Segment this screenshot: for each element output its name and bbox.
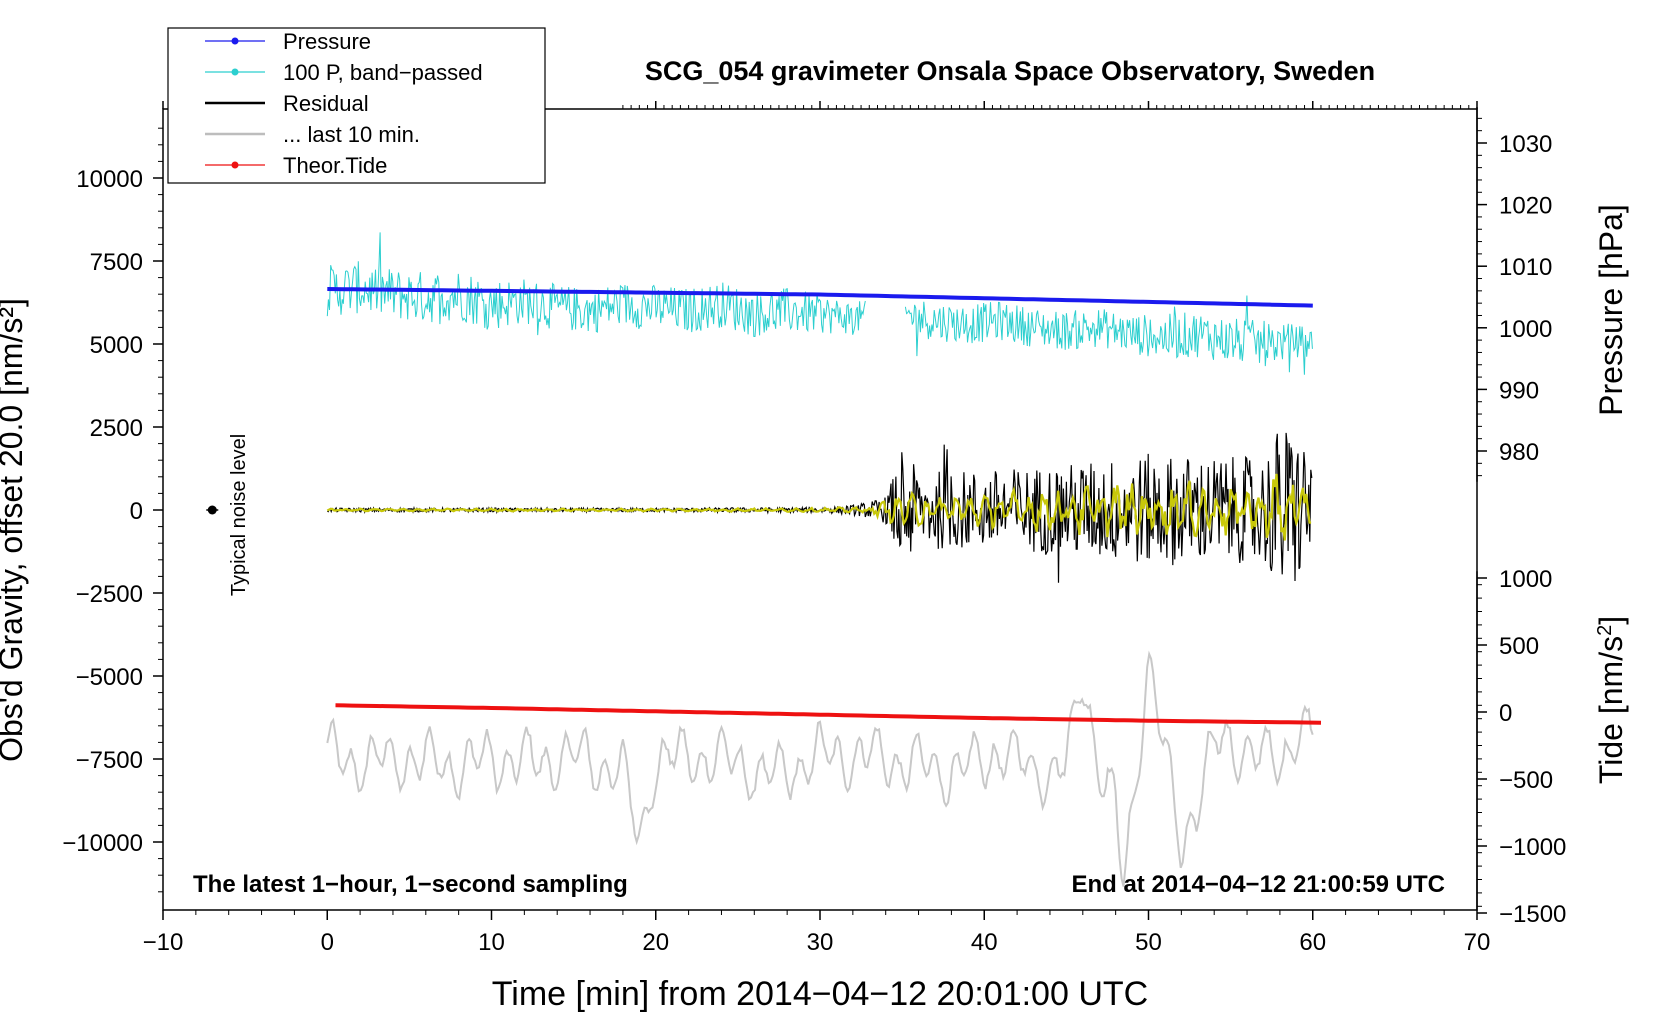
chart-title: SCG_054 gravimeter Onsala Space Observat… <box>645 56 1375 86</box>
x-tick-label: 40 <box>971 929 998 956</box>
x-tick-label: 20 <box>642 929 669 956</box>
legend-box <box>167 27 546 184</box>
x-tick-label: 50 <box>1135 929 1162 956</box>
x-tick-label: 60 <box>1299 929 1326 956</box>
y-tick-label-left: −10000 <box>62 830 143 857</box>
y-tick-label-left: 2500 <box>90 415 143 442</box>
series-band-passed-segment-1 <box>904 295 1313 375</box>
y-axis-label-tide: Tide [nm/s2] <box>1593 616 1629 784</box>
tide-tick-label: 1000 <box>1499 566 1552 593</box>
x-tick-label: 70 <box>1464 929 1491 956</box>
tide-tick-label: −1500 <box>1499 901 1566 928</box>
legend-label: ... last 10 min. <box>283 122 420 147</box>
noise-level-label: Typical noise level <box>228 434 250 596</box>
pressure-tick-label: 990 <box>1499 377 1539 404</box>
series-last-10-min <box>326 650 1314 887</box>
series-band-passed-segment-0 <box>326 232 866 338</box>
series-pressure <box>327 287 1313 308</box>
legend-marker <box>231 161 239 169</box>
legend-label: Pressure <box>283 29 371 54</box>
legend-marker <box>231 37 239 45</box>
legend: Pressure 100 P, band−passed Residual ... la… <box>167 27 546 184</box>
series-smoothed-residual <box>326 473 1312 541</box>
axes-layer: −10 0 10 20 30 40 50 60 70100007500500025000−250… <box>62 101 1566 956</box>
y-axis-label-pressure: Pressure [hPa] <box>1593 204 1629 416</box>
x-tick-label: −10 <box>143 929 184 956</box>
y-tick-label-left: −2500 <box>76 581 143 608</box>
tide-label-sup: 2 <box>1594 625 1616 636</box>
y-tick-label-left: 0 <box>130 498 143 525</box>
tide-tick-label: 0 <box>1499 700 1512 727</box>
y-tick-label-left: 10000 <box>76 166 143 193</box>
tide-label-main: Tide [nm/s <box>1593 636 1629 784</box>
tide-tick-label: −500 <box>1499 767 1553 794</box>
pressure-tick-label: 1020 <box>1499 193 1552 220</box>
annotation-bottom-right: End at 2014−04−12 21:00:59 UTC <box>1071 871 1445 898</box>
y-tick-label-left: −5000 <box>76 664 143 691</box>
noise-level-point <box>207 505 217 515</box>
pressure-tick-label: 980 <box>1499 439 1539 466</box>
legend-label: 100 P, band−passed <box>283 60 483 85</box>
legend-marker <box>231 68 239 76</box>
legend-label: Theor.Tide <box>283 153 387 178</box>
series-theor-tide <box>335 703 1322 725</box>
annotation-bottom-left: The latest 1−hour, 1−second sampling <box>193 871 628 898</box>
tide-tick-label: −1000 <box>1499 834 1566 861</box>
pressure-tick-label: 1030 <box>1499 131 1552 158</box>
y-tick-label-left: −7500 <box>76 747 143 774</box>
pressure-tick-label: 1010 <box>1499 254 1552 281</box>
x-axis-label: Time [min] from 2014−04−12 20:01:00 UTC <box>492 975 1148 1013</box>
y-tick-label-left: 5000 <box>90 332 143 359</box>
y-tick-label-left: 7500 <box>90 249 143 276</box>
series-layer <box>206 232 1322 887</box>
tide-tick-label: 500 <box>1499 633 1539 660</box>
x-tick-label: 10 <box>478 929 505 956</box>
x-tick-label: 30 <box>807 929 834 956</box>
legend-label: Residual <box>283 91 369 116</box>
x-tick-label: 0 <box>321 929 334 956</box>
y-axis-label-left: Obs'd Gravity, offset 20.0 [nm/s²] <box>0 298 29 762</box>
pressure-tick-label: 1000 <box>1499 316 1552 343</box>
tide-label-end: ] <box>1593 616 1629 625</box>
